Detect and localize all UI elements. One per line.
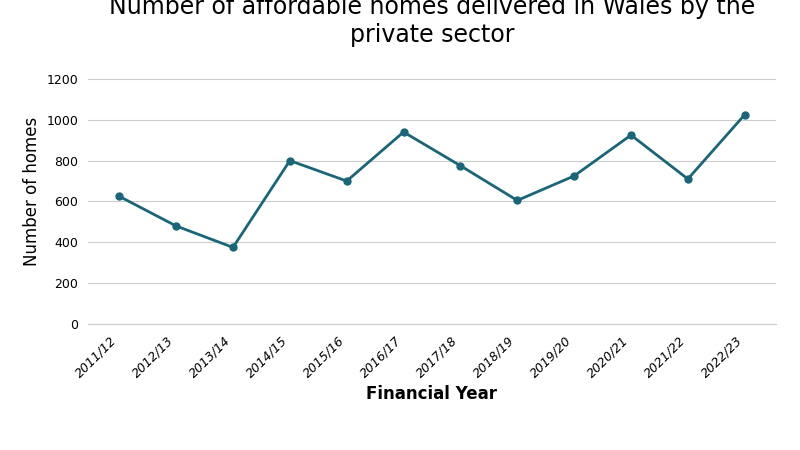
X-axis label: Financial Year: Financial Year — [366, 385, 498, 403]
Y-axis label: Number of homes: Number of homes — [23, 117, 41, 266]
Title: Number of affordable homes delivered in Wales by the
private sector: Number of affordable homes delivered in … — [109, 0, 755, 47]
